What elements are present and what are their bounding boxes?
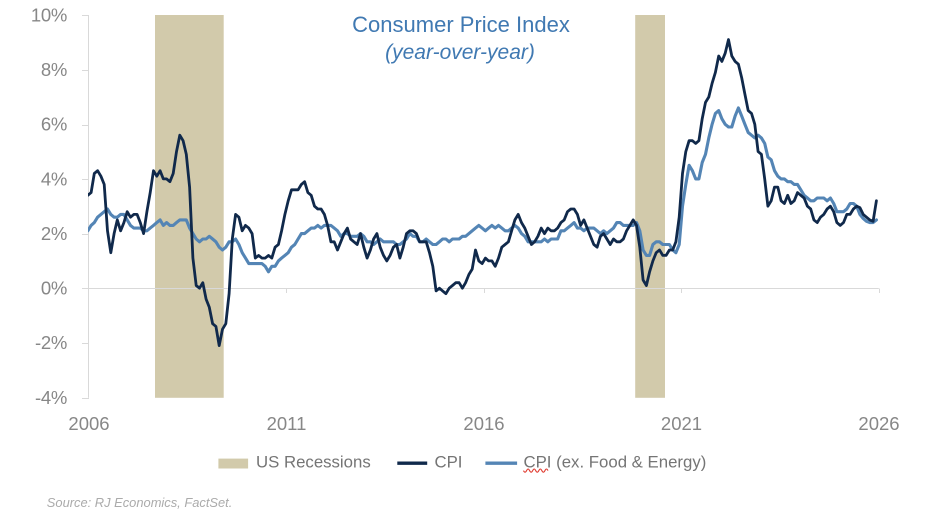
svg-text:Consumer Price Index: Consumer Price Index xyxy=(352,12,570,37)
svg-text:8%: 8% xyxy=(41,59,67,80)
svg-text:2011: 2011 xyxy=(267,413,307,434)
svg-text:-2%: -2% xyxy=(35,332,67,353)
svg-text:2026: 2026 xyxy=(858,413,899,434)
svg-text:Source: RJ Economics, FactSet.: Source: RJ Economics, FactSet. xyxy=(47,495,233,510)
svg-text:US Recessions: US Recessions xyxy=(256,453,371,472)
svg-text:CPI: CPI xyxy=(435,453,463,472)
svg-text:6%: 6% xyxy=(41,114,67,135)
svg-text:4%: 4% xyxy=(41,168,67,189)
svg-text:0%: 0% xyxy=(41,278,67,299)
svg-text:2006: 2006 xyxy=(68,413,109,434)
svg-text:10%: 10% xyxy=(31,4,67,25)
svg-text:CPI (ex. Food & Energy): CPI (ex. Food & Energy) xyxy=(524,453,707,472)
svg-text:2021: 2021 xyxy=(661,413,702,434)
svg-text:-4%: -4% xyxy=(35,387,67,408)
svg-text:2%: 2% xyxy=(41,223,67,244)
svg-text:2016: 2016 xyxy=(463,413,504,434)
svg-text:(year-over-year): (year-over-year) xyxy=(385,41,535,64)
